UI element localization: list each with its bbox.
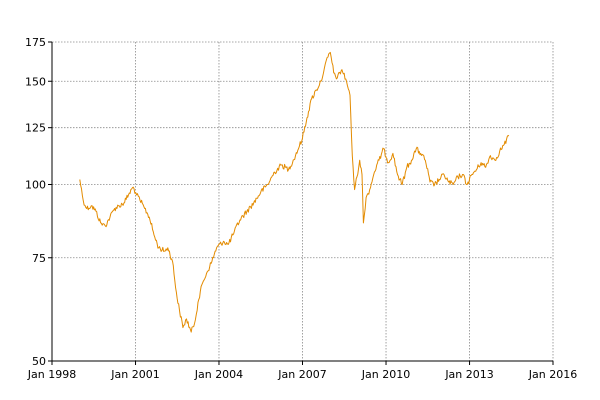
x-axis-ticks: Jan 1998 Jan 2001 Jan 2004 Jan 2007 Jan 2010… xyxy=(27,361,577,381)
x-tick-label: Jan 2007 xyxy=(277,368,326,381)
x-tick-label: Jan 2004 xyxy=(194,368,243,381)
y-tick-label: 150 xyxy=(25,75,46,88)
y-tick-label: 50 xyxy=(32,355,46,368)
y-tick-label: 125 xyxy=(25,122,46,135)
y-axis-ticks: 50 75 100 125 150 175 xyxy=(25,36,52,368)
series-group xyxy=(79,51,510,333)
series-line xyxy=(79,51,510,333)
x-tick-label: Jan 2010 xyxy=(361,368,410,381)
x-tick-label: Jan 1998 xyxy=(27,368,76,381)
x-tick-label: Jan 2001 xyxy=(110,368,159,381)
y-tick-label: 100 xyxy=(25,178,46,191)
y-tick-label: 75 xyxy=(32,252,46,265)
x-tick-label: Jan 2013 xyxy=(444,368,493,381)
y-tick-label: 175 xyxy=(25,36,46,49)
grid-lines xyxy=(52,41,554,361)
x-tick-label: Jan 2016 xyxy=(528,368,577,381)
